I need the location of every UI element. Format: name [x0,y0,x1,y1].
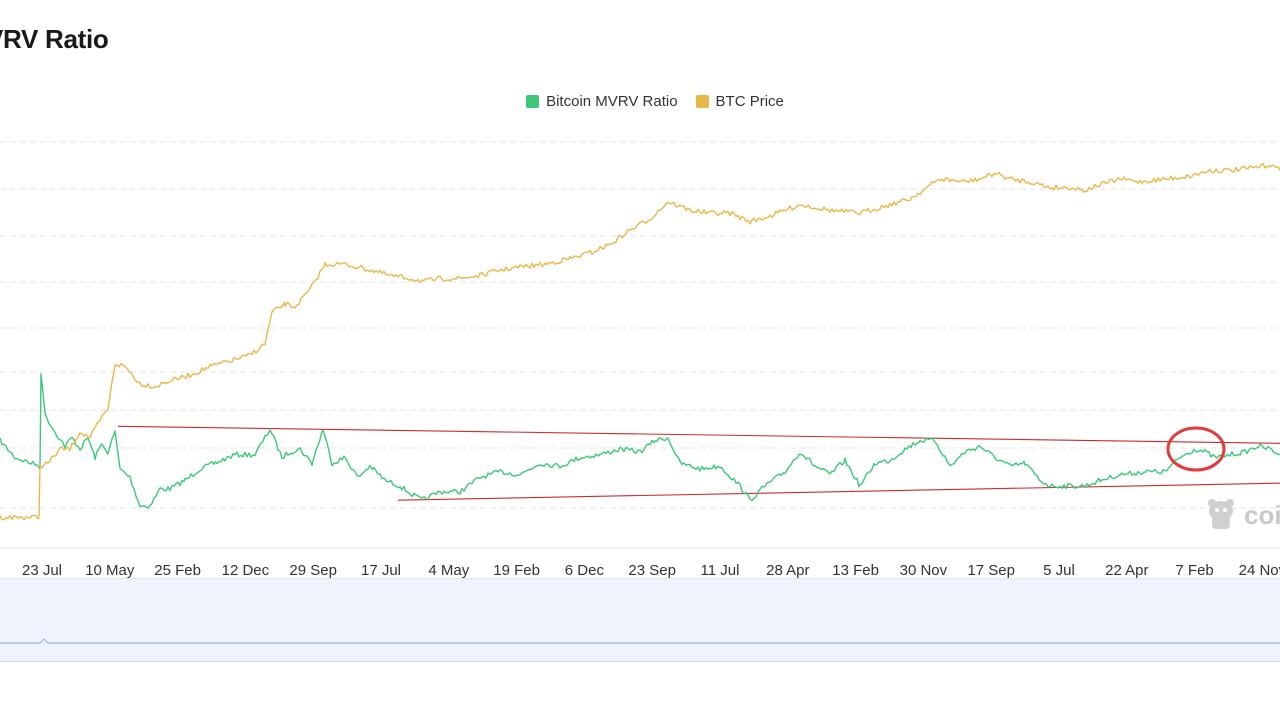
highlight [1166,426,1226,472]
x-tick-label: 25 Feb [154,562,201,579]
x-tick-label: 19 Feb [493,562,540,579]
x-tick-label: 10 May [85,562,135,579]
x-tick-label: 23 Sep [628,562,676,579]
x-tick-label: 30 Nov [900,562,948,579]
x-tick-label: 13 Feb [832,562,879,579]
navigator-preview [0,638,1280,644]
x-tick-label: 11 Jul [701,562,740,579]
legend-label-mvrv: Bitcoin MVRV Ratio [546,93,678,110]
mascot-icon [1208,499,1234,529]
series-line-btc-price [0,162,1280,521]
x-tick-label: 5 Jul [1043,562,1075,579]
legend-item-btc-price[interactable]: BTC Price [695,93,784,110]
x-tick-label: 22 Apr [1105,562,1148,579]
x-tick-label: 24 Nov [1239,562,1280,579]
legend-label-btc-price: BTC Price [715,93,784,110]
legend-item-mvrv[interactable]: Bitcoin MVRV Ratio [526,93,678,110]
x-tick-label: 7 Feb [1175,562,1213,579]
series-line-mvrv [0,373,1280,509]
x-tick-label: 23 Jul [22,562,62,579]
x-tick-label: 6 Dec [565,562,605,579]
watermark-text: coin [1244,499,1280,530]
x-tick-label: 12 Dec [222,562,270,579]
x-tick-label: 29 Sep [289,562,337,579]
range-navigator[interactable] [0,578,1280,662]
chart-legend: Bitcoin MVRV Ratio BTC Price [0,93,1280,110]
legend-swatch-btc-price [695,95,709,108]
x-tick-label: 17 Jul [361,562,401,579]
series-lines [0,162,1280,521]
grid-lines [0,141,1280,549]
x-axis-ticks: 23 Jul 10 May 25 Feb 12 Dec 29 Sep 17 Jul 4 Ma… [22,562,1280,579]
x-tick-label: 28 Apr [766,562,809,579]
trendline-upper [117,425,1280,444]
legend-swatch-mvrv [526,95,540,108]
trendline-lower [397,482,1280,501]
highlight-circle [1166,426,1226,472]
watermark: coin [1204,497,1280,533]
x-tick-label: 4 May [428,562,469,579]
trendlines [117,425,1280,501]
x-tick-label: 17 Sep [967,562,1015,579]
page-title: VRV Ratio [0,24,109,54]
